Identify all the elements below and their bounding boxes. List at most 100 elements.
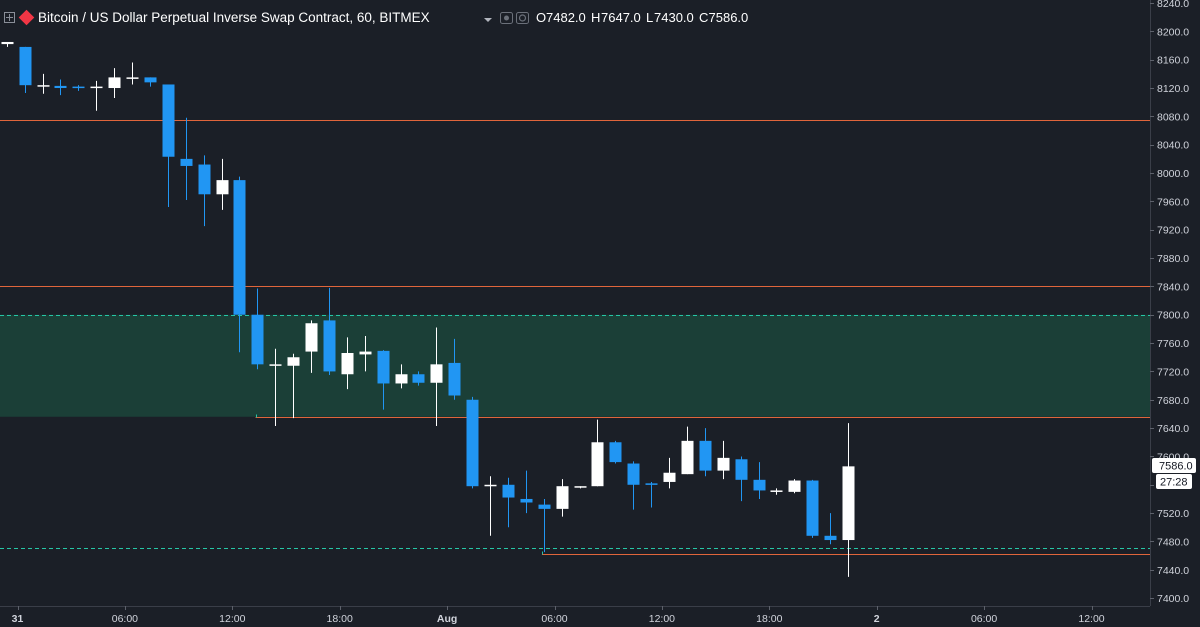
candle-body-bull [430, 364, 443, 383]
price-axis-panel[interactable] [1150, 0, 1200, 627]
candle-body-bear [72, 86, 85, 89]
candle-body-bull [788, 480, 801, 492]
price-tick-label: 7440.0 [1157, 565, 1189, 577]
candle-body-bull [591, 442, 604, 487]
candle-body-bear [735, 459, 748, 480]
candle-body-bear [627, 463, 640, 485]
candle-body-bull [395, 374, 408, 384]
time-tick-label: 2 [874, 613, 880, 625]
ohlc-value: 7586.0 [709, 10, 749, 25]
candle-body-bear [609, 442, 622, 463]
time-tick-label: 12:00 [219, 613, 245, 625]
settings-button[interactable] [500, 12, 513, 24]
price-tick-label: 7520.0 [1157, 508, 1189, 520]
symbol-title[interactable]: Bitcoin / US Dollar Perpetual Inverse Sw… [38, 10, 430, 25]
price-axis-ticks: 8240.0 8200.0 8160.0 8120.0 8080.0 8040.0 8000… [1150, 0, 1189, 605]
candle-body-bear [806, 480, 819, 536]
ohlc-label: C [699, 10, 708, 25]
symbol-dropdown-caret-icon[interactable] [484, 18, 492, 22]
eye-icon [500, 12, 513, 24]
gear-icon-ring [518, 14, 527, 22]
candle-body-bear [233, 180, 246, 315]
time-tick-label: 06:00 [112, 613, 138, 625]
candle-body-bear [251, 314, 264, 365]
time-tick-label: 12:00 [649, 613, 675, 625]
expand-button[interactable] [4, 12, 15, 23]
candle-body-bull [663, 472, 676, 482]
candle-body-bear [377, 350, 390, 384]
ohlc-label: H [591, 10, 600, 25]
candle-body-bear [466, 399, 479, 487]
candle-body-bull [1, 41, 14, 45]
price-tick-label: 8160.0 [1157, 55, 1189, 67]
candle-body-bull [287, 357, 300, 366]
price-tick-label: 8000.0 [1157, 168, 1189, 180]
price-tick-label: 8120.0 [1157, 83, 1189, 95]
price-tick-label: 7640.0 [1157, 423, 1189, 435]
candle-body-bear [645, 483, 658, 485]
time-tick-label: 12:00 [1078, 613, 1104, 625]
candle-body-bear [180, 158, 193, 166]
price-tick-label: 7880.0 [1157, 253, 1189, 265]
candle-body-bear [144, 77, 157, 83]
candle-body-bear [753, 479, 766, 491]
price-tick-label: 7680.0 [1157, 395, 1189, 407]
candle-body-bull [126, 77, 139, 79]
indicator-settings-button[interactable] [516, 12, 529, 24]
candle-body-bear [520, 498, 533, 503]
countdown-box [1156, 474, 1192, 489]
price-tick-label: 8080.0 [1157, 111, 1189, 123]
candle-body-bull [216, 180, 229, 195]
candle-body-bull [556, 486, 569, 509]
candle-body-bull [108, 77, 121, 89]
candle-body-bull [37, 85, 50, 87]
candles-layer [1, 41, 855, 577]
price-tick-label: 8040.0 [1157, 140, 1189, 152]
candle-body-bull [359, 351, 372, 355]
chart-header: Bitcoin / US Dollar Perpetual Inverse Sw… [4, 9, 748, 26]
price-tick-label: 7800.0 [1157, 310, 1189, 322]
candle-body-bear [824, 535, 837, 541]
ohlc-label: L [646, 10, 653, 25]
eye-icon-dot [504, 15, 509, 21]
current-price-tag: 7586.0 27:28 [1152, 458, 1196, 489]
time-tick-label: Aug [437, 613, 457, 625]
time-tick-label: 06:00 [971, 613, 997, 625]
candle-body-bear [19, 46, 32, 86]
ohlc-readout: O 7482.0 H 7647.0 L 7430.0 C 7586.0 [536, 10, 748, 25]
candle-body-bull [717, 457, 730, 471]
candle-body-bull [305, 323, 318, 352]
gear-icon [516, 12, 529, 24]
candle-body-bull [90, 86, 103, 89]
price-tick-label: 7720.0 [1157, 366, 1189, 378]
candle-body-bull [574, 486, 587, 488]
time-tick-label: 06:00 [541, 613, 567, 625]
ohlc-value: 7430.0 [654, 10, 694, 25]
price-tick-label: 7920.0 [1157, 225, 1189, 237]
expand-icon [4, 12, 15, 23]
time-axis-panel[interactable] [0, 606, 1200, 627]
time-tick-label: 18:00 [327, 613, 353, 625]
candle-body-bull [770, 490, 783, 492]
candle-body-bull [842, 466, 855, 541]
time-tick-label: 18:00 [756, 613, 782, 625]
price-tick-label: 7840.0 [1157, 281, 1189, 293]
ohlc-value: 7482.0 [546, 10, 586, 25]
price-tick-label: 7480.0 [1157, 536, 1189, 548]
candle-body-bear [448, 362, 461, 396]
candle-body-bear [323, 320, 336, 372]
time-axis-ticks: 31 06:00 12:00 18:00 Aug 06:00 12:00 18:00 2 06:0… [12, 606, 1105, 625]
candle-body-bear [538, 504, 551, 509]
price-tag-value: 7586.0 [1159, 461, 1193, 473]
candle-body-bear [412, 374, 425, 383]
candle-body-bear [198, 164, 211, 195]
countdown-value: 27:28 [1160, 477, 1188, 489]
candle-body-bear [162, 84, 175, 157]
levels-layer [0, 120, 1150, 555]
ohlc-value: 7647.0 [601, 10, 641, 25]
time-tick-label: 31 [12, 613, 24, 625]
candle-body-bear [699, 440, 712, 471]
